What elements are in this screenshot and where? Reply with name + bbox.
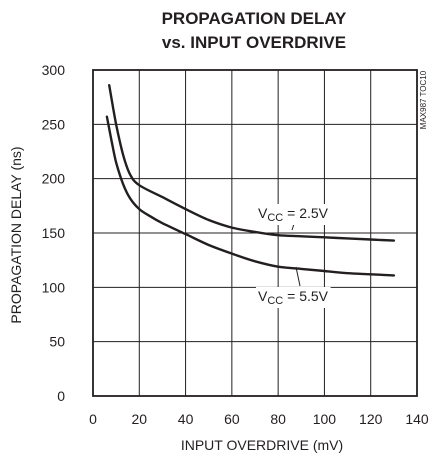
y-tick-label: 200 bbox=[42, 171, 66, 187]
series-label-vcc-5-5v: VCC = 5.5V bbox=[258, 288, 329, 307]
y-tick-label: 0 bbox=[57, 388, 65, 404]
x-tick-label: 100 bbox=[313, 411, 337, 427]
tick-labels: 0 20 40 60 80 100 120 140 0 50 100 150 200 250 300 bbox=[42, 62, 429, 427]
series-label-sub: CC bbox=[267, 212, 283, 224]
x-axis-label: INPUT OVERDRIVE (mV) bbox=[181, 437, 343, 453]
x-tick-label: 0 bbox=[89, 411, 97, 427]
x-tick-label: 120 bbox=[359, 411, 383, 427]
plot-frame bbox=[92, 69, 418, 397]
series-label-main: V bbox=[258, 205, 268, 221]
series-line-vcc-5-5v bbox=[105, 115, 396, 277]
series-label-background bbox=[256, 287, 331, 308]
x-tick-label: 60 bbox=[224, 411, 240, 427]
series-label-rest: = 2.5V bbox=[283, 205, 328, 221]
y-tick-label: 150 bbox=[42, 225, 66, 241]
chart-title-line2: vs. INPUT OVERDRIVE bbox=[162, 33, 346, 52]
y-tick-label: 100 bbox=[42, 279, 66, 295]
label-leader-vcc-5-5v bbox=[295, 266, 301, 287]
y-tick-label: 300 bbox=[42, 62, 66, 78]
x-tick-label: 80 bbox=[270, 411, 286, 427]
y-axis-label: PROPAGATION DELAY (ns) bbox=[8, 146, 24, 323]
x-tick-label: 20 bbox=[131, 411, 147, 427]
series-label-background bbox=[256, 204, 331, 225]
chart-title-line1: PROPAGATION DELAY bbox=[162, 9, 347, 28]
series-label-main: V bbox=[258, 288, 268, 304]
y-tick-label: 250 bbox=[42, 116, 66, 132]
series-label-rest: = 5.5V bbox=[283, 288, 328, 304]
data-series bbox=[105, 84, 396, 287]
x-tick-label: 140 bbox=[405, 411, 429, 427]
series-line-vcc-2-5v bbox=[108, 84, 396, 242]
series-label-sub: CC bbox=[267, 295, 283, 307]
x-tick-label: 40 bbox=[178, 411, 194, 427]
series-label-vcc-2-5v: VCC = 2.5V bbox=[258, 205, 329, 224]
y-tick-label: 50 bbox=[49, 334, 65, 350]
figure-id: MAX987 TOC10 bbox=[419, 70, 428, 129]
